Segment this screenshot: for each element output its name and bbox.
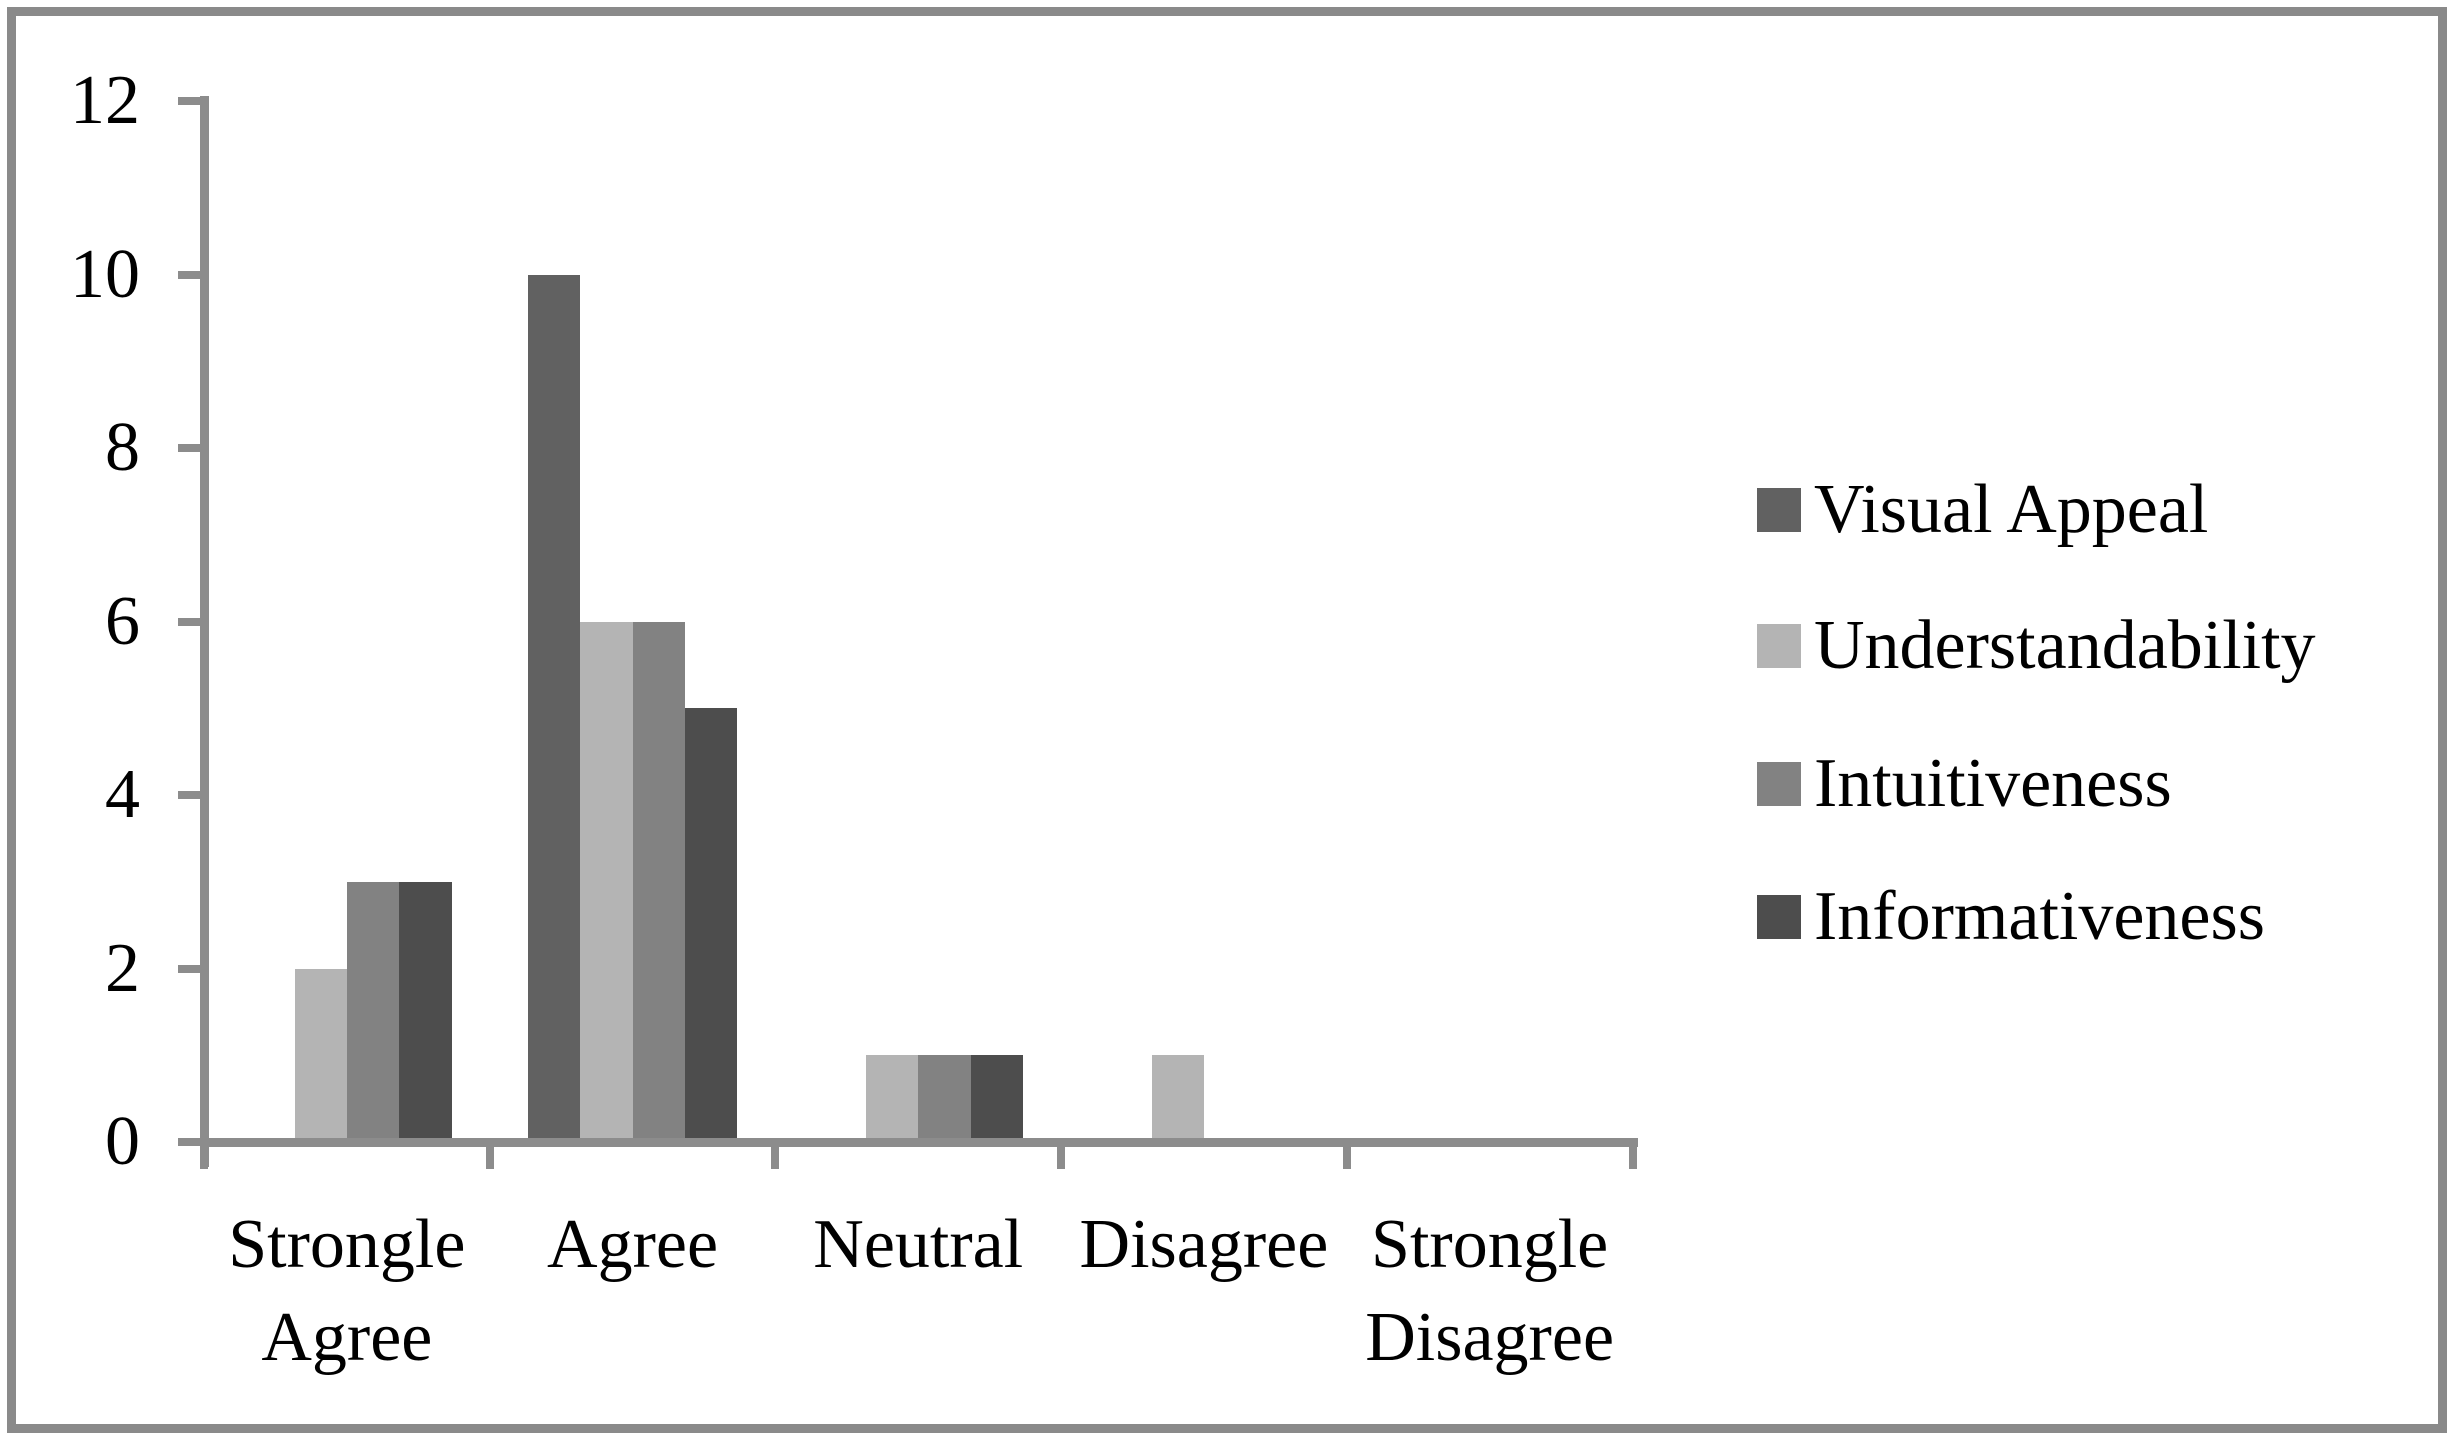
y-axis-tick-label: 2	[105, 929, 140, 1007]
x-axis-line	[200, 1138, 1638, 1147]
legend-item: Visual Appeal	[1757, 465, 2208, 555]
legend-swatch	[1757, 488, 1801, 532]
legend-item: Informativeness	[1757, 872, 2265, 962]
y-axis-tick	[178, 1138, 200, 1146]
y-axis-tick-label: 12	[70, 62, 140, 139]
category-label: Neutral	[813, 1206, 1024, 1283]
legend-item: Understandability	[1757, 601, 2316, 691]
y-axis-tick	[178, 964, 200, 973]
bar-visual-appeal-cat1	[527, 274, 581, 1142]
bar-understandability-cat1	[580, 621, 633, 1142]
y-axis-tick-label: 8	[105, 409, 140, 486]
legend-swatch	[1757, 623, 1801, 668]
x-axis-tick	[771, 1147, 780, 1169]
bar-informativeness-cat1	[685, 708, 738, 1142]
bar-understandability-cat0	[294, 968, 347, 1142]
bar-intuitiveness-cat1	[632, 621, 686, 1142]
y-axis-tick	[178, 97, 200, 105]
legend-label: Understandability	[1814, 606, 2316, 684]
legend-label: Informativeness	[1814, 877, 2265, 955]
legend-item: Intuitiveness	[1757, 739, 2172, 829]
bar-understandability-cat3	[1151, 1055, 1205, 1142]
category-label: Disagree	[1079, 1206, 1329, 1283]
y-axis-tick-label: 0	[105, 1103, 140, 1180]
y-axis-line	[200, 96, 209, 1167]
category-label: Strongle Agree	[228, 1206, 466, 1376]
legend-label: Visual Appeal	[1814, 471, 2209, 548]
category-label: Strongle Disagree	[1365, 1206, 1615, 1376]
x-axis-tick	[485, 1147, 494, 1169]
legend-swatch	[1757, 894, 1801, 939]
y-axis-tick-label: 10	[70, 235, 140, 313]
bar-understandability-cat2	[866, 1055, 919, 1142]
bar-intuitiveness-cat0	[347, 881, 400, 1142]
legend-swatch	[1757, 761, 1801, 806]
x-axis-tick	[1628, 1147, 1637, 1169]
y-axis-tick	[178, 617, 200, 626]
legend-label: Intuitiveness	[1814, 744, 2172, 822]
bar-intuitiveness-cat2	[918, 1055, 971, 1142]
bar-informativeness-cat2	[970, 1055, 1024, 1142]
y-axis-tick-label: 4	[105, 756, 140, 833]
y-axis-tick-label: 6	[105, 582, 140, 660]
y-axis-tick	[178, 791, 200, 799]
category-label: Agree	[547, 1206, 719, 1283]
x-axis-tick	[200, 1147, 208, 1169]
chart-frame-border	[7, 7, 2447, 1433]
y-axis-tick	[178, 270, 200, 279]
x-axis-tick	[1342, 1147, 1351, 1169]
bar-informativeness-cat0	[399, 881, 452, 1142]
x-axis-tick	[1057, 1147, 1066, 1169]
y-axis-tick	[178, 444, 200, 452]
